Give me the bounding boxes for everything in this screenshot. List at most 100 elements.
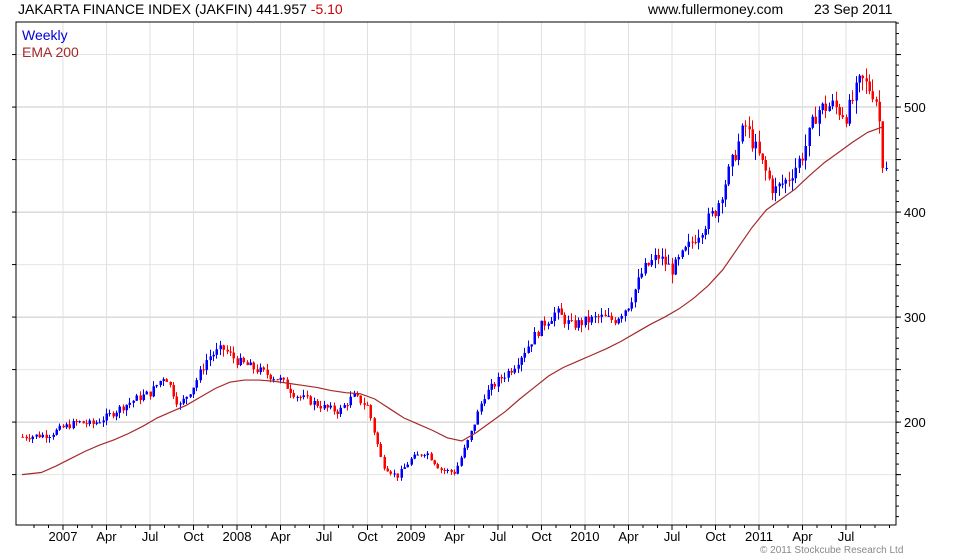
candle-body	[373, 418, 376, 433]
candle-body	[309, 396, 312, 405]
candle-body	[446, 469, 449, 471]
candle-body	[500, 376, 503, 379]
candle-body	[570, 320, 573, 322]
candle-body	[430, 453, 433, 461]
candle-body	[102, 420, 105, 423]
x-tick-label: Jul	[316, 529, 333, 544]
x-tick-label: Jul	[142, 529, 159, 544]
candle-body	[88, 420, 91, 424]
candle-body	[881, 121, 884, 168]
candle-body	[701, 235, 704, 238]
candle-body	[697, 237, 700, 243]
candle-body	[617, 318, 620, 324]
legend-weekly: Weekly	[22, 27, 68, 43]
candle-body	[242, 357, 245, 363]
candle-body	[487, 389, 490, 400]
candle-body	[420, 454, 423, 456]
candle-body	[523, 352, 526, 358]
candle-body	[537, 331, 540, 337]
candle-body	[313, 401, 316, 405]
candle-body	[533, 331, 536, 345]
candle-body	[661, 256, 664, 259]
candle-body	[25, 436, 28, 439]
candle-body	[65, 424, 68, 428]
candle-body	[768, 170, 771, 179]
candle-body	[480, 403, 483, 412]
candle-body	[142, 394, 145, 401]
candle-body	[396, 473, 399, 478]
candle-body	[707, 213, 710, 230]
x-tick-label: 2011	[745, 529, 773, 544]
candle-body	[145, 391, 148, 395]
candle-body	[821, 103, 824, 111]
candle-body	[610, 315, 613, 320]
candle-body	[614, 319, 617, 324]
candle-body	[202, 369, 205, 371]
candle-body	[624, 310, 627, 316]
x-tick-label: Oct	[357, 529, 378, 544]
candle-body	[721, 199, 724, 204]
candle-body	[848, 99, 851, 124]
candle-body	[433, 460, 436, 465]
legend-ema: EMA 200	[22, 44, 79, 60]
ema-200-line	[21, 126, 883, 476]
candle-body	[563, 314, 566, 324]
candle-body	[751, 129, 754, 149]
candle-body	[259, 367, 262, 373]
candle-body	[316, 401, 319, 407]
candle-body	[547, 323, 550, 326]
title-text: JAKARTA FINANCE INDEX (JAKFIN) 441.957	[18, 1, 307, 17]
candle-body	[249, 362, 252, 366]
candle-body	[520, 357, 523, 365]
candle-body	[72, 421, 75, 429]
candle-body	[677, 257, 680, 260]
candle-body	[704, 229, 707, 236]
candle-body	[219, 345, 222, 350]
candle-body	[323, 404, 326, 409]
candle-body	[604, 314, 607, 317]
candle-body	[165, 379, 168, 382]
candle-body	[476, 411, 479, 425]
candle-body	[741, 125, 744, 142]
candle-body	[687, 241, 690, 248]
candle-body	[379, 444, 382, 457]
candle-body	[383, 456, 386, 469]
candle-body	[684, 247, 687, 251]
candle-body	[192, 387, 195, 395]
candle-body	[527, 346, 530, 353]
candle-body	[105, 413, 108, 421]
candle-body	[778, 183, 781, 187]
candle-body	[185, 396, 188, 399]
candle-body	[58, 425, 61, 430]
x-tick-label: 2008	[223, 529, 252, 544]
candle-body	[550, 320, 553, 324]
candle-body	[493, 383, 496, 387]
candle-body	[189, 394, 192, 397]
y-tick-label: 500	[904, 100, 926, 115]
chart-title: JAKARTA FINANCE INDEX (JAKFIN) 441.957 -…	[18, 1, 343, 17]
candle-body	[620, 315, 623, 319]
chart-date: 23 Sep 2011	[814, 1, 893, 17]
candle-body	[647, 262, 650, 266]
candle-body	[326, 404, 329, 408]
candle-body	[349, 396, 352, 406]
candle-body	[289, 388, 292, 393]
site-link[interactable]: www.fullermoney.com	[648, 1, 784, 17]
candle-body	[282, 377, 285, 380]
candle-body	[95, 422, 98, 424]
candle-body	[453, 471, 456, 474]
candle-body	[333, 405, 336, 412]
candle-body	[41, 434, 44, 438]
candle-body	[172, 384, 175, 397]
candle-body	[292, 392, 295, 398]
candle-body	[460, 457, 463, 466]
candle-body	[657, 254, 660, 259]
candle-body	[553, 312, 556, 321]
y-tick-label: 400	[904, 205, 926, 220]
candle-body	[794, 167, 797, 179]
candle-body	[711, 211, 714, 214]
candle-body	[630, 302, 633, 309]
candle-body	[694, 242, 697, 244]
candle-body	[557, 308, 560, 313]
